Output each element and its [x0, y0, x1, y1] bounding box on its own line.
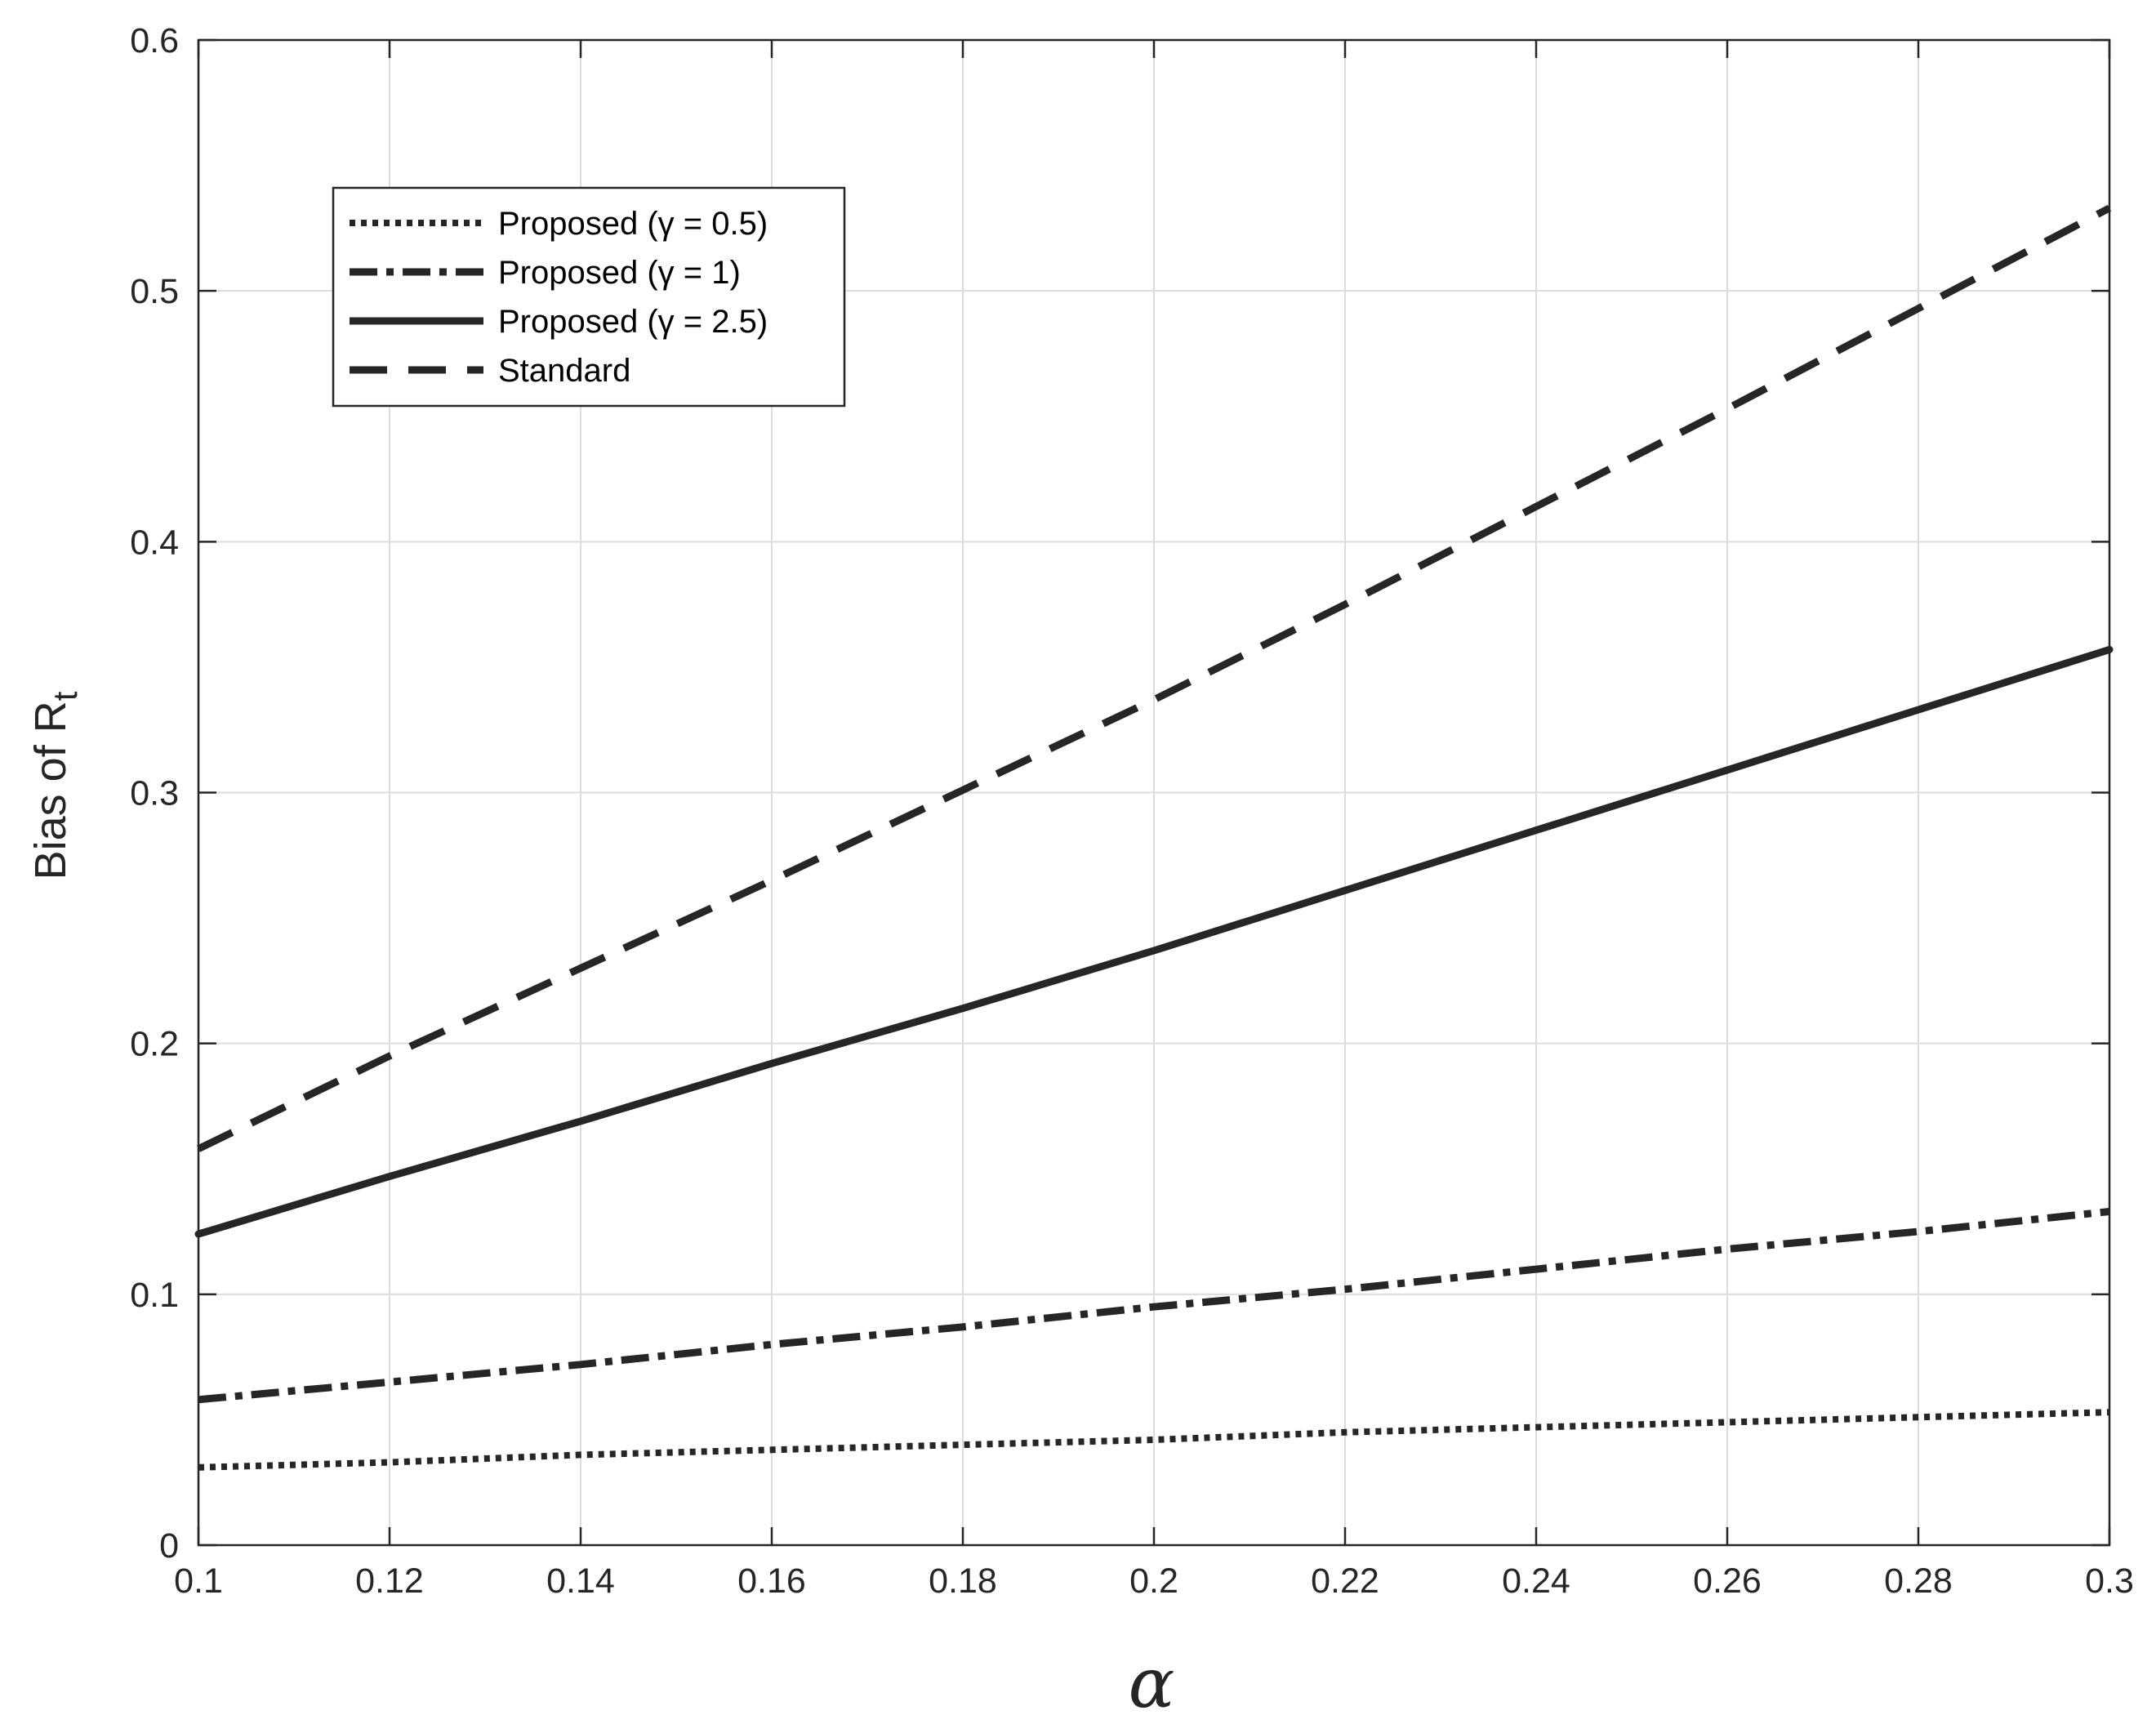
axis-ticks [197, 38, 2111, 1547]
y-axis-label-main: Bias of R [26, 701, 75, 880]
x-tick-label: 0.28 [1884, 1561, 1953, 1601]
grid-lines [198, 40, 2109, 1545]
x-axis-label: α [1129, 1643, 1175, 1723]
x-tick-label: 0.3 [2085, 1561, 2134, 1601]
series-line-4 [197, 204, 2112, 1152]
y-tick-label: 0.4 [130, 523, 179, 562]
legend-label-1: Proposed (γ = 0.5) [498, 206, 768, 242]
series-line-2 [198, 1208, 2110, 1404]
y-axis-label-subscript: t [46, 691, 84, 701]
y-tick-label: 0.1 [130, 1276, 179, 1315]
y-tick-label: 0 [159, 1526, 179, 1566]
series-line-3 [194, 645, 2114, 1238]
y-tick-label: 0.6 [130, 21, 179, 60]
y-tick-label: 0.5 [130, 272, 179, 311]
x-tick-label: 0.18 [929, 1561, 997, 1601]
x-tick-label: 0.26 [1693, 1561, 1762, 1601]
x-tick-label: 0.16 [737, 1561, 806, 1601]
series-line-1 [198, 1409, 2110, 1471]
x-tick-label: 0.12 [355, 1561, 424, 1601]
x-tick-label: 0.24 [1502, 1561, 1570, 1601]
x-tick-label: 0.1 [174, 1561, 223, 1601]
y-axis-label: Bias of Rt [26, 691, 84, 880]
y-tick-label: 0.3 [130, 774, 179, 813]
x-tick-label: 0.14 [546, 1561, 615, 1601]
x-tick-labels: 0.1 0.12 0.14 0.16 0.18 0.2 0.22 0.24 0.26 0.28 0.… [174, 1561, 2134, 1601]
x-tick-label: 0.22 [1311, 1561, 1379, 1601]
y-tick-label: 0.2 [130, 1025, 179, 1064]
series-group [194, 204, 2114, 1471]
legend-label-2: Proposed (γ = 1) [498, 255, 741, 291]
x-tick-label: 0.2 [1129, 1561, 1178, 1601]
y-tick-labels: 0 0.1 0.2 0.3 0.4 0.5 0.6 [130, 21, 179, 1566]
legend: Proposed (γ = 0.5) Proposed (γ = 1) Propos… [332, 186, 846, 408]
legend-label-4: Standard [498, 353, 630, 389]
legend-label-3: Proposed (γ = 2.5) [498, 304, 768, 340]
